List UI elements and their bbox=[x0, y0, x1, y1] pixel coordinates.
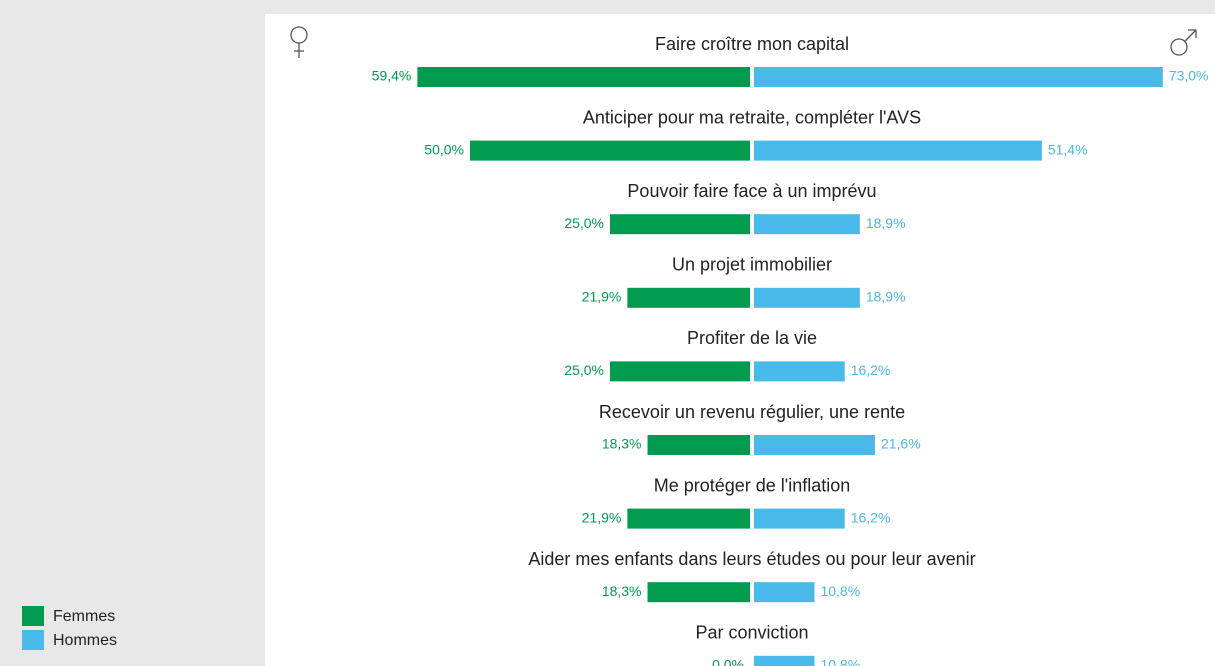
bar-hommes bbox=[754, 214, 860, 235]
bar-femmes bbox=[627, 287, 750, 308]
value-label: 21,9% bbox=[582, 509, 622, 525]
value-label: 25,0% bbox=[564, 362, 604, 378]
value-label: 10,8% bbox=[820, 657, 860, 666]
bar-femmes bbox=[627, 508, 750, 529]
value-label: 10,8% bbox=[820, 583, 860, 599]
category-label: Par conviction bbox=[695, 623, 808, 643]
category-label: Aider mes enfants dans leurs études ou p… bbox=[528, 549, 975, 569]
value-label: 0,0% bbox=[712, 657, 744, 666]
value-label: 18,9% bbox=[866, 289, 906, 305]
category-label: Un projet immobilier bbox=[672, 255, 832, 275]
value-label: 18,9% bbox=[866, 215, 906, 231]
male-icon bbox=[1170, 29, 1197, 56]
bar-hommes bbox=[754, 287, 860, 308]
bar-femmes bbox=[470, 140, 750, 161]
value-label: 21,6% bbox=[881, 436, 921, 452]
bar-femmes bbox=[610, 214, 750, 235]
legend-label: Femmes bbox=[53, 608, 115, 625]
female-icon bbox=[290, 26, 308, 58]
value-label: 21,9% bbox=[582, 289, 622, 305]
value-label: 25,0% bbox=[564, 215, 604, 231]
category-label: Recevoir un revenu régulier, une rente bbox=[599, 402, 905, 422]
bar-femmes bbox=[610, 361, 750, 382]
category-label: Anticiper pour ma retraite, compléter l'… bbox=[583, 107, 921, 127]
bar-femmes bbox=[417, 67, 750, 87]
category-label: Profiter de la vie bbox=[687, 328, 817, 348]
bar-hommes bbox=[754, 435, 875, 455]
bar-hommes bbox=[754, 140, 1042, 161]
category-label: Faire croître mon capital bbox=[655, 34, 849, 54]
value-label: 51,4% bbox=[1048, 141, 1088, 157]
bar-femmes bbox=[647, 435, 750, 455]
bar-femmes bbox=[647, 582, 750, 603]
value-label: 16,2% bbox=[851, 509, 891, 525]
value-label: 59,4% bbox=[372, 68, 412, 84]
bar-hommes bbox=[754, 508, 845, 529]
value-label: 50,0% bbox=[424, 141, 464, 157]
legend-swatch bbox=[22, 630, 44, 650]
category-label: Me protéger de l'inflation bbox=[654, 475, 851, 495]
panel bbox=[265, 14, 1215, 666]
bar-hommes bbox=[754, 361, 845, 382]
bar-hommes bbox=[754, 67, 1163, 87]
value-label: 18,3% bbox=[602, 436, 642, 452]
value-label: 73,0% bbox=[1169, 68, 1209, 84]
value-label: 16,2% bbox=[851, 362, 891, 378]
legend-swatch bbox=[22, 606, 44, 626]
legend-label: Hommes bbox=[53, 632, 117, 649]
category-label: Pouvoir faire face à un imprévu bbox=[627, 181, 876, 201]
value-label: 18,3% bbox=[602, 583, 642, 599]
bar-hommes bbox=[754, 655, 815, 666]
bar-hommes bbox=[754, 582, 815, 603]
